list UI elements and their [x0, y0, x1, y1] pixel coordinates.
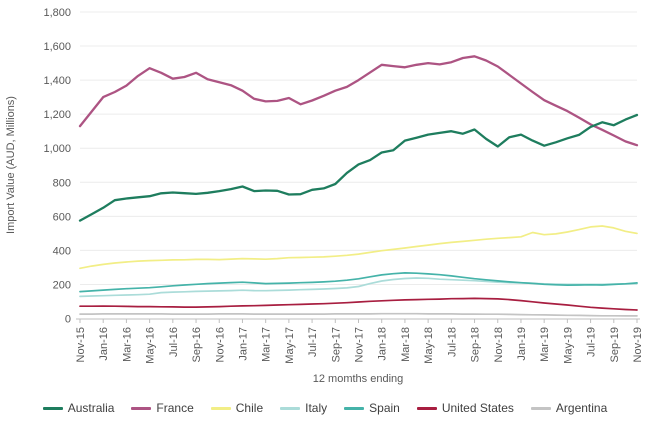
y-tick-label: 1,200 [43, 109, 71, 121]
legend-swatch-argentina [530, 406, 551, 410]
y-tick-label: 600 [53, 211, 71, 223]
legend-label: Spain [369, 401, 400, 415]
x-tick-label: Nov-19 [632, 327, 644, 362]
y-tick-label: 0 [65, 314, 71, 326]
series-line-chile [79, 225, 638, 270]
x-tick-label: Jan-19 [516, 327, 528, 361]
x-tick-label: Mar-19 [539, 327, 551, 362]
series-line-united-states [79, 297, 638, 311]
legend-item-australia: Australia [42, 401, 115, 415]
x-tick-label: Nov-18 [493, 327, 505, 362]
legend-swatch-united-states [416, 406, 437, 410]
series-line-argentina [79, 312, 638, 317]
legend-item-united-states: United States [416, 401, 514, 415]
x-tick-label: Sep-17 [330, 327, 342, 362]
x-tick-label: Jul-19 [586, 327, 598, 357]
legend-swatch-chile [210, 406, 231, 410]
y-tick-label: 200 [53, 279, 71, 291]
x-tick-label: May-19 [562, 327, 574, 364]
legend-label: United States [441, 401, 514, 415]
gridlines-layer [80, 11, 637, 285]
x-tick-label: Jan-17 [237, 327, 249, 361]
x-tick-label: Jul-17 [307, 327, 319, 357]
y-tick-label: 1,000 [43, 143, 71, 155]
legend-label: Argentina [555, 401, 608, 415]
y-tick-label: 400 [53, 245, 71, 257]
legend-item-spain: Spain [344, 401, 400, 415]
series-line-spain [79, 272, 638, 293]
x-tick-label: May-17 [284, 327, 296, 364]
legend-swatch-italy [280, 406, 301, 410]
x-tick-label: Sep-16 [191, 327, 203, 362]
chart-legend: Australia France Chile Italy Spain United Sta… [0, 396, 650, 420]
legend-label: France [156, 401, 194, 415]
x-axis-title: 12 momths ending [313, 373, 404, 385]
series-line-australia [78, 113, 639, 222]
legend-item-chile: Chile [210, 401, 264, 415]
y-tick-label: 1,600 [43, 41, 71, 53]
x-tick-label: May-16 [145, 327, 157, 364]
x-tick-label: Nov-17 [354, 327, 366, 362]
legend-item-france: France [131, 401, 194, 415]
legend-label: Chile [235, 401, 264, 415]
x-tick-label: Sep-18 [470, 327, 482, 362]
legend-item-italy: Italy [280, 401, 327, 415]
x-tick-label: Mar-16 [121, 327, 133, 362]
x-tick-label: May-18 [423, 327, 435, 364]
x-tick-label: Jul-18 [446, 327, 458, 357]
x-tick-label: Nov-16 [214, 327, 226, 362]
y-tick-label: 1,800 [43, 7, 71, 19]
y-tick-label: 1,400 [43, 75, 71, 87]
legend-swatch-australia [42, 406, 63, 410]
x-tick-label: Nov-15 [75, 327, 87, 362]
x-tick-label: Jan-16 [98, 327, 110, 361]
legend-label: Australia [67, 401, 115, 415]
line-chart: 0 200 400 600 800 1,000 1,200 1,400 1,600 1,800 No… [5, 7, 644, 385]
y-tick-label: 800 [53, 177, 71, 189]
series-layer [78, 55, 639, 317]
x-tick-label: Sep-19 [609, 327, 621, 362]
x-tick-label: Jul-16 [168, 327, 180, 357]
axis-layer: 0 200 400 600 800 1,000 1,200 1,400 1,600 1,800 No… [43, 7, 644, 364]
x-tick-label: Mar-18 [400, 327, 412, 362]
series-line-france [78, 55, 639, 147]
x-tick-label: Jan-18 [377, 327, 389, 361]
x-tick-label: Mar-17 [261, 327, 273, 362]
legend-label: Italy [305, 401, 328, 415]
y-axis-title: Import Value (AUD, Millions) [5, 96, 17, 234]
legend-swatch-france [131, 406, 152, 410]
legend-swatch-spain [344, 406, 365, 410]
legend-item-argentina: Argentina [530, 401, 608, 415]
